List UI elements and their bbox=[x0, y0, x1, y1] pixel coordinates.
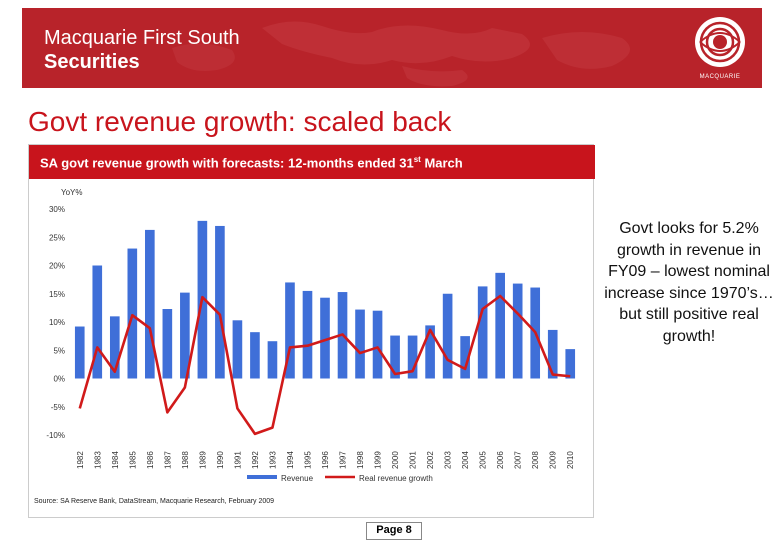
x-tick-label: 2009 bbox=[549, 451, 558, 469]
revenue-bar bbox=[145, 229, 155, 379]
revenue-bar bbox=[425, 325, 435, 379]
revenue-bar bbox=[390, 335, 400, 379]
source-note: Source: SA Reserve Bank, DataStream, Mac… bbox=[34, 498, 275, 505]
x-tick-label: 2000 bbox=[391, 451, 400, 469]
x-tick-label: 1985 bbox=[128, 451, 137, 469]
y-tick-label: -5% bbox=[51, 403, 65, 412]
revenue-bar bbox=[92, 265, 103, 379]
x-tick-label: 2007 bbox=[514, 451, 523, 469]
x-tick-label: 1994 bbox=[286, 451, 295, 469]
macquarie-logo: MACQUARIE bbox=[692, 14, 748, 84]
x-tick-label: 1987 bbox=[163, 451, 172, 469]
legend-swatch-revenue bbox=[247, 475, 277, 479]
brand-name: Macquarie First South Securities bbox=[44, 26, 240, 74]
revenue-bar bbox=[215, 225, 225, 379]
x-tick-label: 1996 bbox=[321, 451, 330, 469]
y-tick-label: 15% bbox=[49, 290, 65, 299]
revenue-bar bbox=[372, 310, 383, 379]
revenue-bar bbox=[355, 309, 365, 379]
revenue-bar bbox=[162, 309, 173, 379]
revenue-bar bbox=[320, 297, 330, 379]
y-tick-label: 30% bbox=[49, 205, 65, 214]
y-tick-label: 10% bbox=[49, 318, 65, 327]
x-tick-label: 1988 bbox=[181, 451, 190, 469]
real-revenue-growth-line bbox=[78, 294, 571, 436]
x-tick-label: 2010 bbox=[566, 451, 575, 469]
header-banner: Macquarie First South Securities MACQUAR… bbox=[22, 8, 762, 88]
page-number: Page 8 bbox=[366, 522, 422, 540]
revenue-bar bbox=[565, 349, 576, 379]
x-tick-label: 2008 bbox=[531, 451, 540, 469]
revenue-bar bbox=[285, 282, 295, 379]
legend-label-real: Real revenue growth bbox=[359, 474, 433, 483]
y-axis-label: YoY% bbox=[61, 188, 83, 197]
x-tick-label: 1998 bbox=[356, 451, 365, 469]
y-tick-label: 5% bbox=[53, 346, 65, 355]
x-tick-label: 2005 bbox=[479, 451, 488, 469]
x-tick-label: 2003 bbox=[444, 451, 453, 469]
x-tick-label: 1995 bbox=[303, 451, 312, 469]
x-tick-label: 1986 bbox=[146, 451, 155, 469]
revenue-bar bbox=[460, 336, 470, 379]
x-tick-label: 2006 bbox=[496, 451, 505, 469]
x-tick-label: 1990 bbox=[216, 451, 225, 469]
chart-plot: YoY% -10% -5% 0% 5% 10% 15% 20% 25% 30% 1982 1983 19… bbox=[46, 188, 576, 483]
revenue-bar bbox=[74, 326, 85, 379]
x-tick-label: 1997 bbox=[339, 451, 348, 469]
revenue-bar bbox=[250, 332, 260, 379]
x-tick-label: 1984 bbox=[111, 451, 120, 469]
macquarie-logo-icon bbox=[695, 17, 745, 67]
revenue-bar bbox=[109, 316, 120, 379]
revenue-bar bbox=[495, 272, 505, 379]
y-tick-label: -10% bbox=[46, 431, 65, 440]
logo-label: MACQUARIE bbox=[699, 74, 741, 80]
x-tick-label: 1982 bbox=[76, 451, 85, 469]
revenue-bar bbox=[547, 329, 558, 379]
revenue-bar bbox=[267, 341, 278, 379]
chart-title: SA govt revenue growth with forecasts: 1… bbox=[29, 145, 595, 179]
revenue-bar bbox=[477, 286, 488, 379]
x-tick-label: 1989 bbox=[198, 451, 207, 469]
brand-line-2: Securities bbox=[44, 51, 140, 73]
revenue-bar bbox=[232, 320, 243, 379]
revenue-bar bbox=[127, 248, 138, 379]
revenue-bar bbox=[512, 283, 523, 379]
chart-title-sup: st bbox=[413, 155, 421, 164]
world-map-background bbox=[172, 21, 630, 87]
y-tick-label: 20% bbox=[49, 262, 65, 271]
x-tick-label: 2002 bbox=[426, 451, 435, 469]
chart-title-main: SA govt revenue growth with forecasts: 1… bbox=[40, 155, 414, 171]
x-tick-label: 1991 bbox=[233, 451, 242, 469]
x-tick-label: 2001 bbox=[409, 451, 418, 469]
legend-label-revenue: Revenue bbox=[281, 474, 314, 483]
side-note: Govt looks for 5.2% growth in revenue in… bbox=[604, 220, 774, 345]
x-tick-label: 1992 bbox=[251, 451, 260, 469]
slide-title: Govt revenue growth: scaled back bbox=[28, 106, 452, 137]
brand-line-1: Macquarie First South bbox=[44, 27, 240, 49]
chart-panel: SA govt revenue growth with forecasts: 1… bbox=[28, 144, 595, 518]
revenue-bar bbox=[442, 293, 453, 379]
x-tick-label: 2004 bbox=[461, 451, 470, 469]
chart-title-end: March bbox=[420, 155, 463, 171]
x-tick-label: 1999 bbox=[374, 451, 383, 469]
x-tick-label: 1993 bbox=[268, 451, 277, 469]
revenue-bar bbox=[407, 335, 418, 379]
revenue-bar bbox=[180, 292, 190, 379]
x-tick-label: 1983 bbox=[93, 451, 102, 469]
y-tick-label: 0% bbox=[53, 375, 65, 384]
revenue-bar bbox=[302, 290, 313, 379]
y-tick-label: 25% bbox=[49, 233, 65, 242]
